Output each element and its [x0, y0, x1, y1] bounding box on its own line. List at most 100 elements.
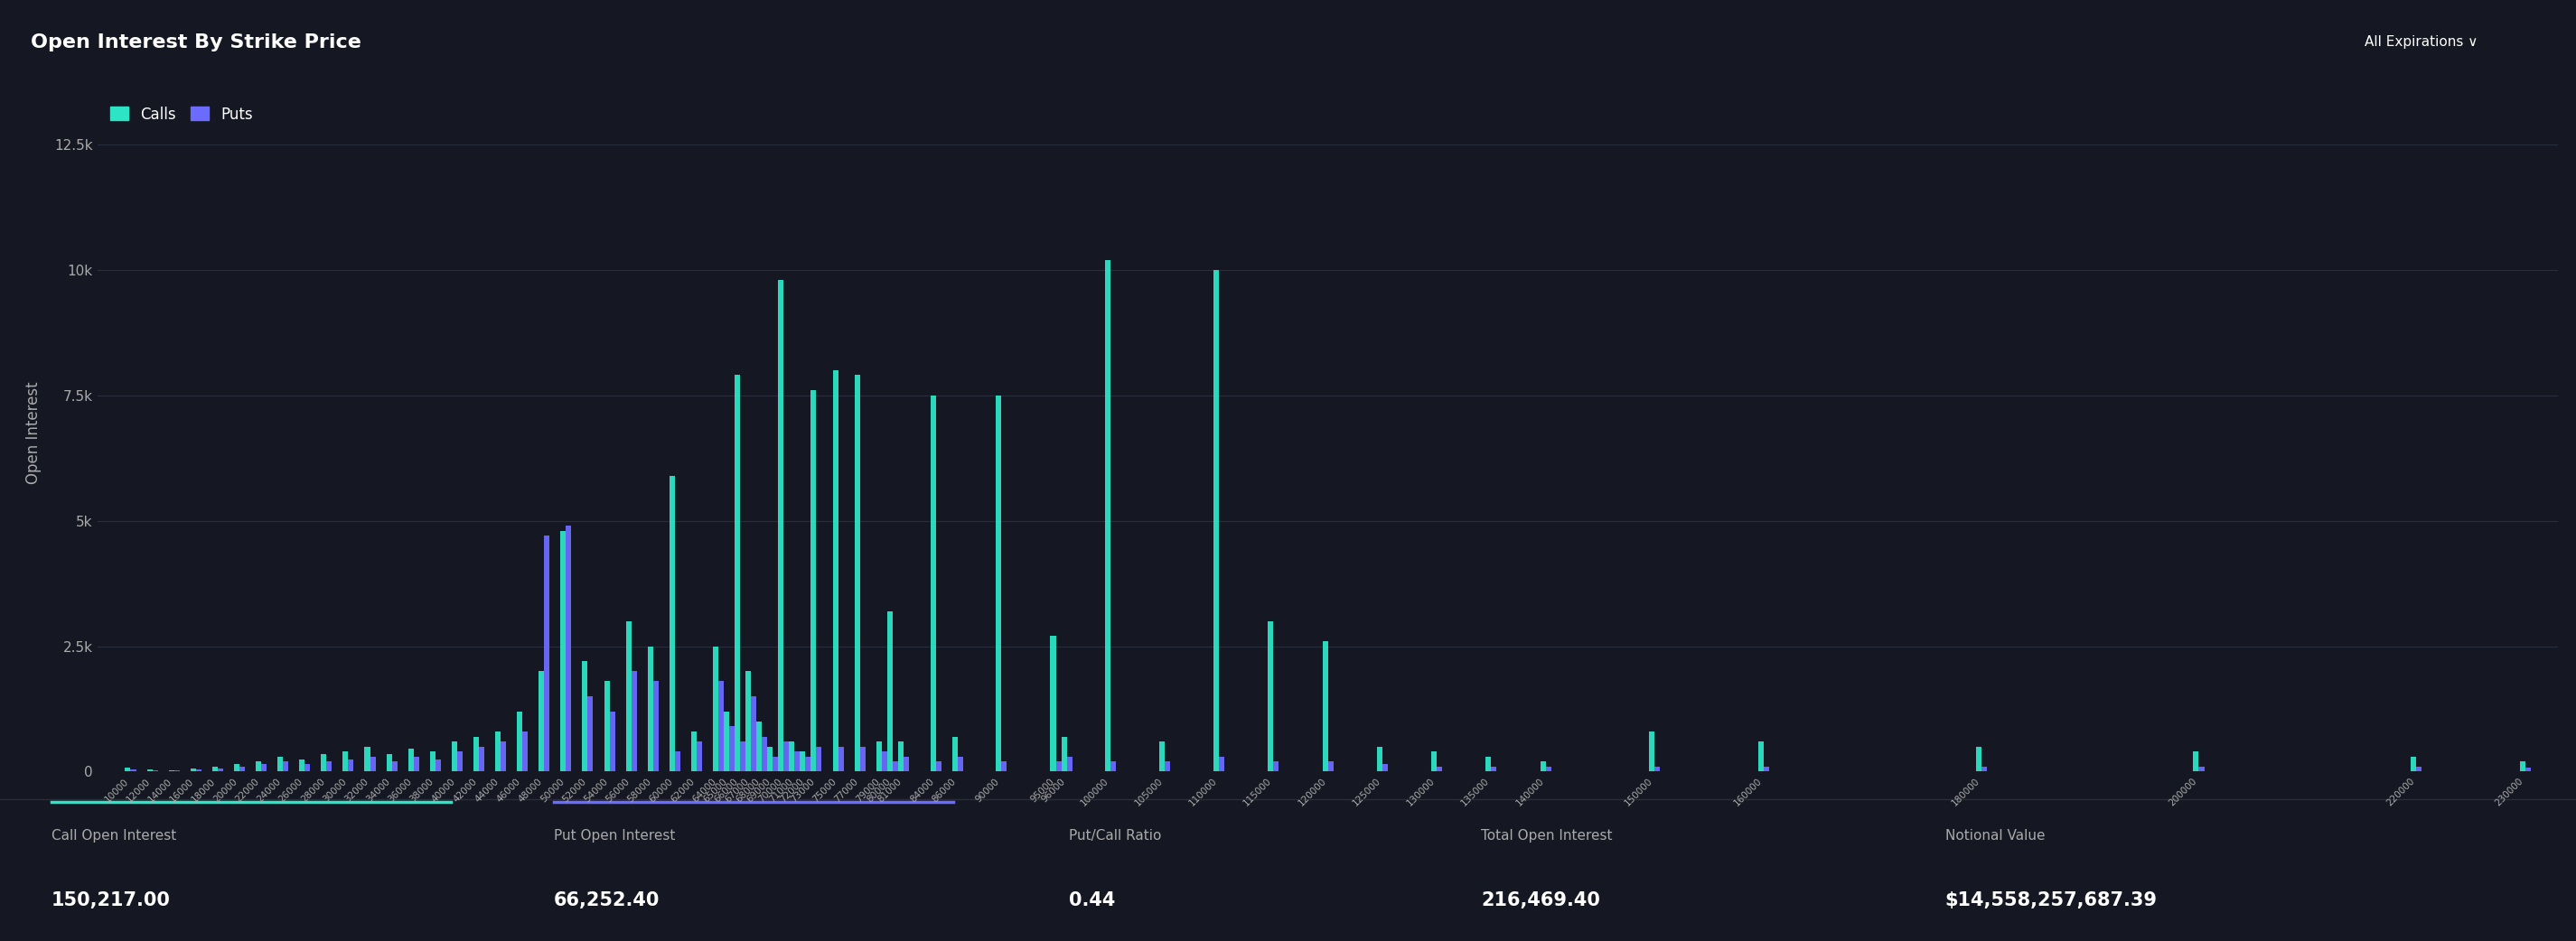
Bar [696, 742, 703, 772]
Bar [714, 646, 719, 772]
Bar [415, 757, 420, 772]
Bar [783, 742, 788, 772]
Bar [2192, 752, 2200, 772]
Bar [1273, 761, 1278, 772]
Bar [147, 769, 152, 772]
Text: All Expirations ∨: All Expirations ∨ [2365, 36, 2478, 49]
Bar [2519, 761, 2524, 772]
Bar [739, 742, 744, 772]
Bar [953, 737, 958, 772]
Bar [603, 681, 611, 772]
Bar [768, 746, 773, 772]
Text: 66,252.40: 66,252.40 [554, 891, 659, 909]
Text: 0.44: 0.44 [1069, 891, 1115, 909]
Bar [327, 761, 332, 772]
Bar [196, 770, 201, 772]
Legend: Calls, Puts: Calls, Puts [106, 102, 258, 127]
Bar [1765, 767, 1770, 772]
Bar [1213, 270, 1218, 772]
Bar [860, 746, 866, 772]
Bar [1378, 746, 1383, 772]
Bar [1164, 761, 1170, 772]
Bar [131, 769, 137, 772]
Bar [451, 742, 456, 772]
Bar [1002, 761, 1007, 772]
Bar [1432, 752, 1437, 772]
Bar [899, 742, 904, 772]
Bar [788, 742, 793, 772]
Text: Put/Call Ratio: Put/Call Ratio [1069, 829, 1162, 843]
Bar [1437, 767, 1443, 772]
Bar [806, 757, 811, 772]
Bar [2200, 767, 2205, 772]
Bar [430, 752, 435, 772]
Bar [278, 757, 283, 772]
Bar [930, 395, 935, 772]
Bar [544, 535, 549, 772]
Bar [1329, 761, 1334, 772]
Bar [690, 731, 696, 772]
Bar [1757, 742, 1765, 772]
Bar [2411, 757, 2416, 772]
Bar [881, 752, 886, 772]
Bar [631, 671, 636, 772]
Bar [855, 375, 860, 772]
Bar [211, 767, 216, 772]
Bar [1981, 767, 1986, 772]
Bar [2416, 767, 2421, 772]
Bar [817, 746, 822, 772]
Bar [647, 646, 654, 772]
Bar [1159, 742, 1164, 772]
Bar [891, 761, 899, 772]
Bar [904, 757, 909, 772]
Bar [567, 526, 572, 772]
Bar [152, 770, 157, 772]
Bar [654, 681, 659, 772]
Bar [343, 752, 348, 772]
Bar [435, 759, 440, 772]
Bar [1492, 767, 1497, 772]
Bar [886, 611, 891, 772]
Bar [876, 742, 881, 772]
Bar [1321, 641, 1329, 772]
Bar [611, 711, 616, 772]
Text: Call Open Interest: Call Open Interest [52, 829, 175, 843]
Bar [500, 742, 505, 772]
Text: Open Interest By Strike Price: Open Interest By Strike Price [31, 33, 361, 52]
Bar [1486, 757, 1492, 772]
Bar [958, 757, 963, 772]
Bar [371, 757, 376, 772]
Bar [719, 681, 724, 772]
Bar [562, 531, 567, 772]
Y-axis label: Open Interest: Open Interest [26, 381, 41, 485]
Bar [126, 768, 131, 772]
Bar [801, 752, 806, 772]
Text: 216,469.40: 216,469.40 [1481, 891, 1600, 909]
Bar [523, 731, 528, 772]
Bar [299, 759, 304, 772]
Bar [456, 752, 464, 772]
Bar [778, 279, 783, 772]
Bar [1051, 636, 1056, 772]
Bar [1110, 761, 1115, 772]
Bar [474, 737, 479, 772]
Bar [495, 731, 500, 772]
Bar [255, 761, 260, 772]
Text: $14,558,257,687.39: $14,558,257,687.39 [1945, 891, 2156, 909]
Bar [997, 395, 1002, 772]
Bar [773, 757, 778, 772]
Bar [762, 737, 768, 772]
Bar [670, 475, 675, 772]
Bar [1546, 767, 1551, 772]
Bar [1061, 737, 1066, 772]
Bar [538, 671, 544, 772]
Bar [1654, 767, 1659, 772]
Bar [1976, 746, 1981, 772]
Bar [1218, 757, 1224, 772]
Bar [744, 671, 752, 772]
Bar [729, 726, 734, 772]
Bar [366, 746, 371, 772]
Bar [1540, 761, 1546, 772]
Bar [832, 370, 837, 772]
Bar [587, 696, 592, 772]
